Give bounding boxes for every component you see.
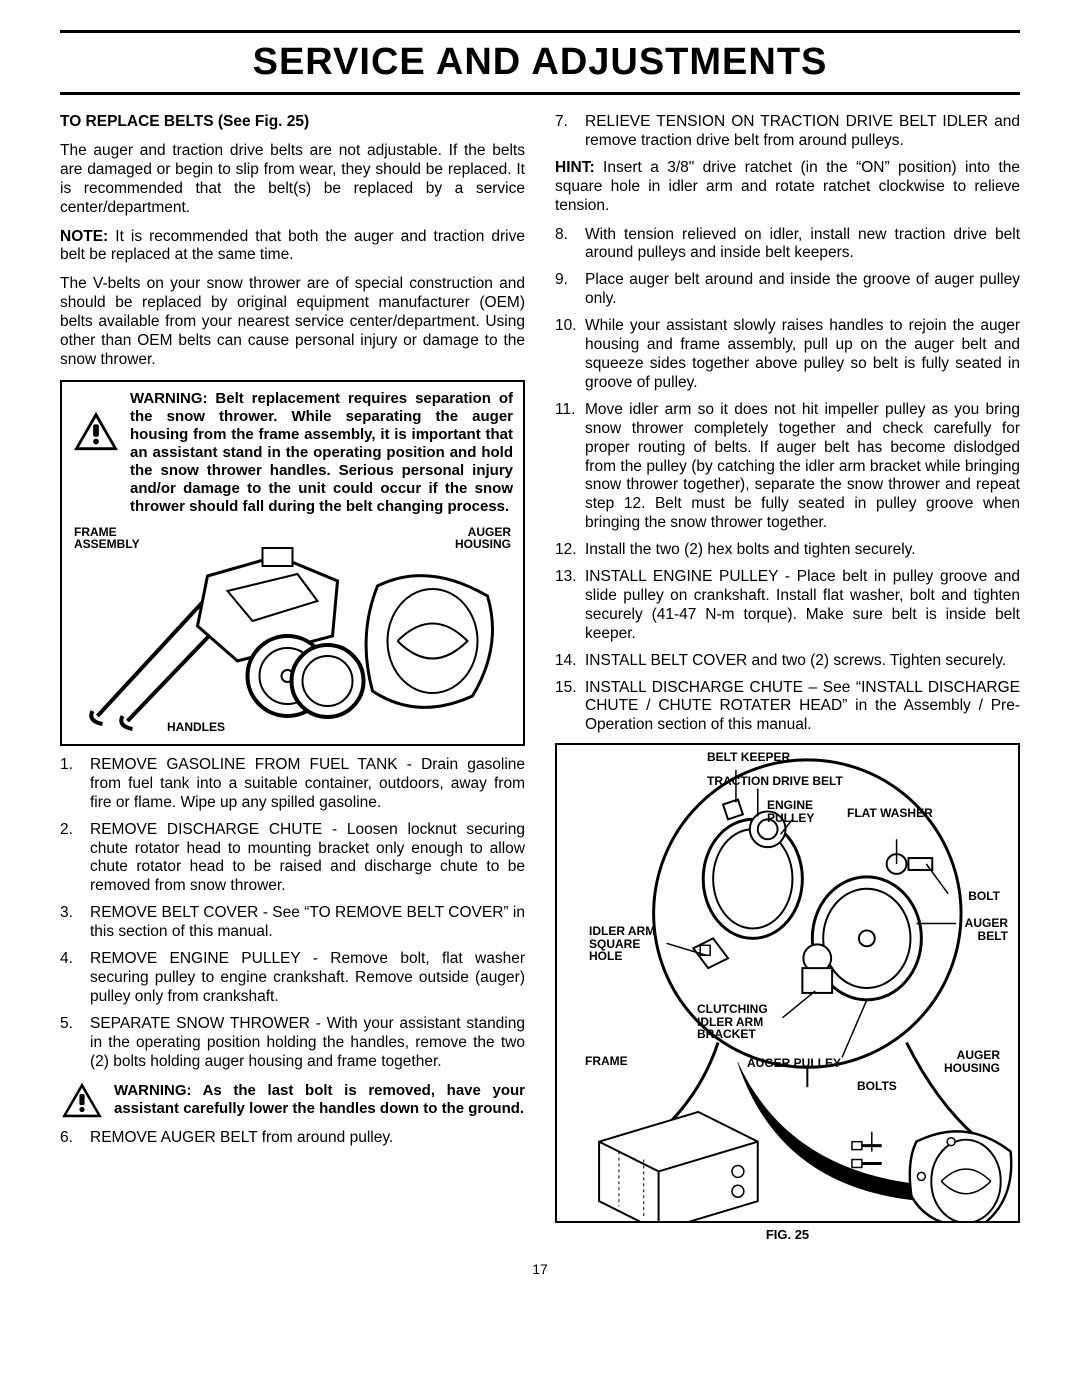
step-10: While your assistant slowly raises handl… (555, 317, 1020, 393)
right-column: RELIEVE TENSION ON TRACTION DRIVE BELT I… (555, 113, 1020, 1243)
note-text: It is recommended that both the auger an… (60, 228, 525, 264)
step-9: Place auger belt around and inside the g… (555, 271, 1020, 309)
figure-25-caption: FIG. 25 (555, 1227, 1020, 1243)
fig-label-bolts: BOLTS (857, 1080, 897, 1093)
fig-label-auger-housing: AUGER HOUSING (944, 1049, 1000, 1074)
page-number: 17 (60, 1261, 1020, 1277)
diagram-label-auger: AUGER HOUSING (455, 526, 511, 551)
fig-label-bolt: BOLT (968, 890, 1000, 903)
step-13: INSTALL ENGINE PULLEY - Place belt in pu… (555, 568, 1020, 644)
warning-box-1: WARNING: Belt replacement requires separ… (60, 380, 525, 746)
intro-paragraph-1: The auger and traction drive belts are n… (60, 142, 525, 218)
top-rule (60, 30, 1020, 33)
page-title: Service And Adjustments (60, 39, 1020, 86)
step-11: Move idler arm so it does not hit impell… (555, 401, 1020, 533)
two-column-layout: TO REPLACE BELTS (See Fig. 25) The auger… (60, 113, 1020, 1243)
fig-label-clutching: CLUTCHING IDLER ARM BRACKET (697, 1003, 768, 1041)
step-2: REMOVE DISCHARGE CHUTE - Loosen locknut … (60, 821, 525, 897)
step-12: Install the two (2) hex bolts and tighte… (555, 541, 1020, 560)
fig-label-traction-belt: TRACTION DRIVE BELT (707, 775, 843, 788)
hint-label: HINT: (555, 159, 595, 176)
step-14: INSTALL BELT COVER and two (2) screws. T… (555, 652, 1020, 671)
warning-triangle-icon (72, 390, 120, 452)
fig-label-auger-pulley: AUGER PULLEY (747, 1057, 841, 1070)
diagram-label-handles: HANDLES (167, 721, 225, 734)
note-label: NOTE: (60, 228, 108, 245)
hint-text: Insert a 3/8" drive ratchet (in the “ON”… (555, 159, 1020, 214)
fig-label-auger-belt: AUGER BELT (965, 917, 1008, 942)
left-step-list-a: REMOVE GASOLINE FROM FUEL TANK - Drain g… (60, 756, 525, 1072)
warning-inline-2: WARNING: As the last bolt is removed, ha… (60, 1081, 525, 1119)
step-1: REMOVE GASOLINE FROM FUEL TANK - Drain g… (60, 756, 525, 813)
fig-label-frame: FRAME (585, 1055, 628, 1068)
note-paragraph: NOTE: It is recommended that both the au… (60, 228, 525, 266)
left-column: TO REPLACE BELTS (See Fig. 25) The auger… (60, 113, 525, 1243)
bottom-rule (60, 92, 1020, 95)
warning-triangle-icon (60, 1081, 104, 1119)
right-step-list-b: With tension relieved on idler, install … (555, 226, 1020, 736)
step-8: With tension relieved on idler, install … (555, 226, 1020, 264)
right-step-list-a: RELIEVE TENSION ON TRACTION DRIVE BELT I… (555, 113, 1020, 151)
hint-paragraph: HINT: Insert a 3/8" drive ratchet (in th… (555, 159, 1020, 216)
step-7: RELIEVE TENSION ON TRACTION DRIVE BELT I… (555, 113, 1020, 151)
diagram-label-frame: FRAME ASSEMBLY (74, 526, 140, 551)
replace-belts-heading: TO REPLACE BELTS (See Fig. 25) (60, 113, 525, 132)
fig-label-engine-pulley: ENGINE PULLEY (767, 799, 814, 824)
fig-label-idler-arm: IDLER ARM SQUARE HOLE (589, 925, 655, 963)
step-15: INSTALL DISCHARGE CHUTE – See “INSTALL D… (555, 679, 1020, 736)
warning-1-text: WARNING: Belt replacement requires separ… (130, 390, 513, 516)
step-4: REMOVE ENGINE PULLEY - Remove bolt, flat… (60, 950, 525, 1007)
figure-25-diagram: BELT KEEPER TRACTION DRIVE BELT ENGINE P… (555, 743, 1020, 1223)
fig-label-belt-keeper: BELT KEEPER (707, 751, 790, 764)
fig-label-flat-washer: FLAT WASHER (847, 807, 933, 820)
step-5: SEPARATE SNOW THROWER - With your assist… (60, 1015, 525, 1072)
warning-2-text: WARNING: As the last bolt is removed, ha… (114, 1082, 525, 1118)
separation-diagram: FRAME ASSEMBLY AUGER HOUSING HANDLES (72, 526, 513, 736)
step-6: REMOVE AUGER BELT from around pulley. (60, 1129, 525, 1148)
left-step-list-b: REMOVE AUGER BELT from around pulley. (60, 1129, 525, 1148)
step-3: REMOVE BELT COVER - See “TO REMOVE BELT … (60, 904, 525, 942)
intro-paragraph-2: The V-belts on your snow thrower are of … (60, 275, 525, 370)
